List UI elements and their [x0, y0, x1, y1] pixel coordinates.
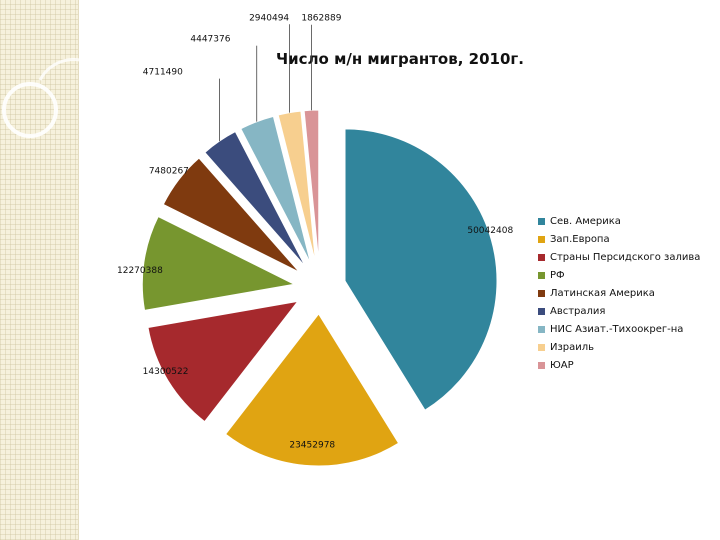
- legend-swatch: [538, 271, 545, 279]
- legend-swatch: [538, 307, 545, 315]
- data-label-2: 23452978: [289, 440, 335, 450]
- legend-item: РФ: [538, 266, 700, 284]
- decorative-circles: [2, 0, 130, 138]
- legend-swatch: [538, 253, 545, 261]
- pie-slice-2: [224, 313, 400, 467]
- pie-slice-4: [141, 215, 296, 311]
- legend-label: НИС Азиат.-Тихоокрег-на: [550, 323, 684, 335]
- legend-item: Страны Персидского залива: [538, 248, 700, 266]
- chart-title: Число м/н мигрантов, 2010г.: [276, 50, 524, 68]
- legend-label: Сев. Америка: [550, 215, 621, 227]
- legend-swatch: [538, 343, 545, 351]
- pie-slice-9: [303, 109, 320, 263]
- data-label-5: 7480267: [149, 167, 189, 177]
- legend-swatch: [538, 289, 545, 297]
- legend-label: ЮАР: [550, 359, 574, 371]
- chart-legend: Сев. Америка Зап.Европа Страны Персидского…: [538, 212, 700, 374]
- legend-label: Зап.Европа: [550, 233, 610, 245]
- pie-slice-8: [277, 110, 317, 263]
- legend-swatch: [538, 325, 545, 333]
- pie-slice-5: [162, 157, 300, 273]
- legend-item: Австралия: [538, 302, 700, 320]
- data-label-8: 2940494: [249, 13, 289, 23]
- legend-item: Израиль: [538, 338, 700, 356]
- legend-label: Израиль: [550, 341, 595, 353]
- legend-swatch: [538, 235, 545, 243]
- legend-label: Латинская Америка: [550, 287, 655, 299]
- data-label-3: 14300522: [143, 367, 189, 377]
- legend-item: НИС Азиат.-Тихоокрег-на: [538, 320, 700, 338]
- legend-label: Страны Персидского залива: [550, 251, 701, 263]
- data-label-1: 50042408: [467, 226, 513, 236]
- legend-label: Австралия: [550, 305, 606, 317]
- legend-item: Сев. Америка: [538, 212, 700, 230]
- legend-label: РФ: [550, 269, 565, 281]
- legend-item: Зап.Европа: [538, 230, 700, 248]
- data-label-4: 12270388: [117, 266, 163, 276]
- legend-swatch: [538, 361, 545, 369]
- data-label-9: 1862889: [301, 14, 341, 24]
- legend-item: ЮАР: [538, 356, 700, 374]
- legend-swatch: [538, 217, 545, 225]
- data-label-7: 4447376: [190, 35, 230, 45]
- legend-item: Латинская Америка: [538, 284, 700, 302]
- pie-slice-1: [344, 128, 498, 411]
- data-label-6: 4711490: [143, 68, 183, 78]
- pie-slice-3: [147, 300, 299, 423]
